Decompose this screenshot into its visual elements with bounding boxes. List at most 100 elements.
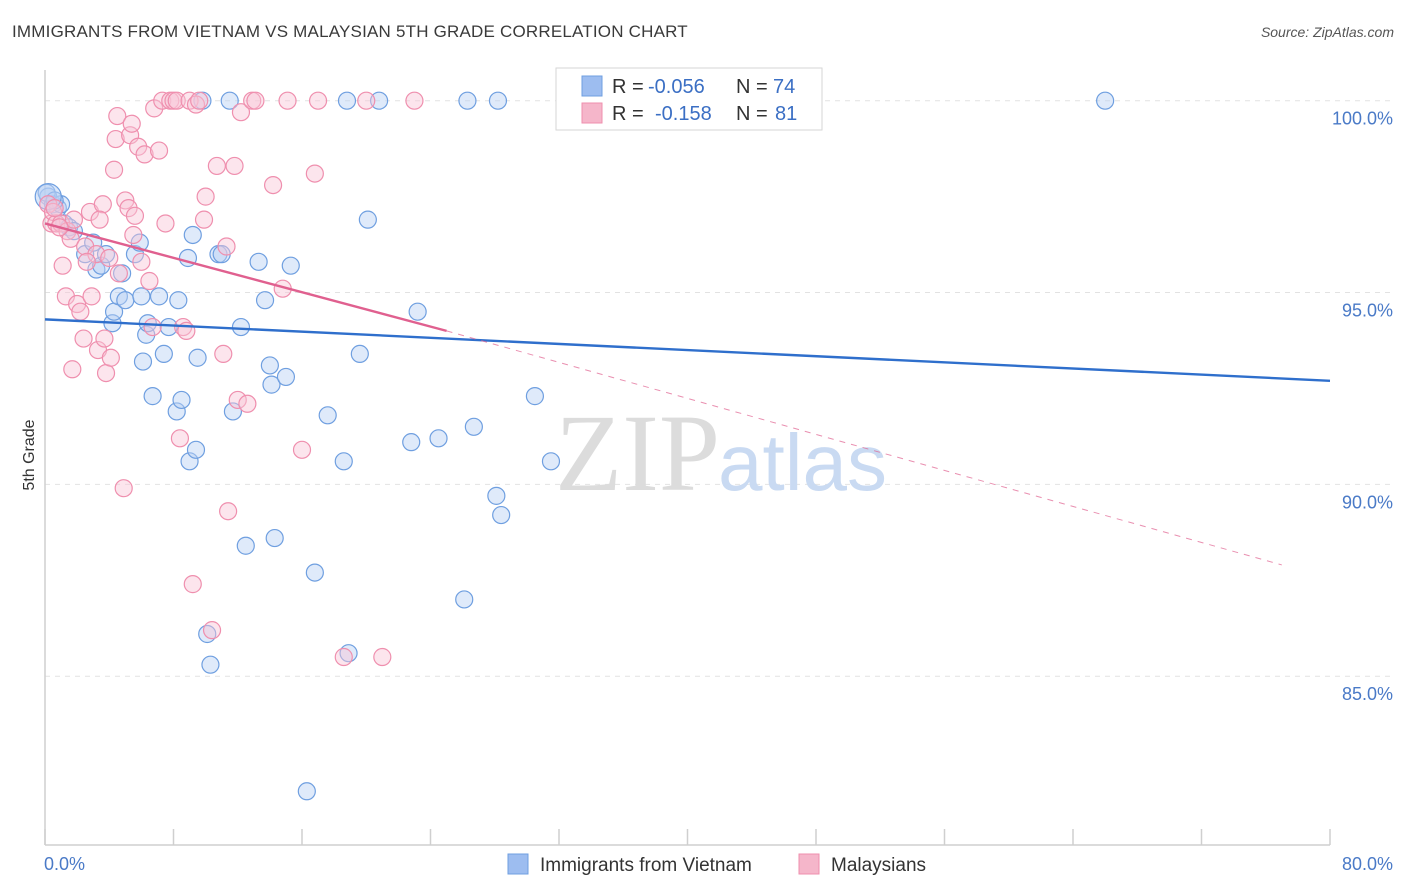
data-point (154, 344, 173, 364)
data-point (149, 287, 169, 306)
data-point (108, 106, 127, 126)
data-point (156, 214, 175, 233)
data-point (132, 287, 151, 306)
data-point (194, 210, 214, 229)
watermark-zip: ZIP (555, 392, 720, 514)
trend-lines (44, 222, 1331, 566)
data-point (132, 252, 151, 271)
data-point (202, 621, 222, 640)
data-point (305, 164, 324, 183)
data-point (292, 440, 312, 459)
data-point (172, 390, 191, 410)
data-point (357, 91, 376, 110)
data-point (101, 348, 120, 367)
data-point (74, 329, 93, 348)
data-point (82, 287, 101, 306)
data-point (334, 647, 353, 667)
data-point (358, 210, 377, 229)
data-point (541, 452, 561, 471)
data-point (276, 367, 296, 387)
data-point (487, 486, 506, 505)
data-point (170, 429, 190, 448)
legend-n-label: N = (736, 76, 768, 98)
data-point (350, 344, 369, 364)
data-point (143, 317, 162, 337)
legend-label-malaysians: Malaysians (831, 855, 926, 876)
data-point (159, 317, 178, 337)
data-point (180, 452, 199, 471)
data-point (149, 141, 169, 160)
data-point (305, 563, 324, 582)
trend-line (44, 222, 447, 333)
data-point (429, 429, 448, 448)
data-point (169, 291, 188, 310)
data-point (370, 91, 389, 110)
grid-lines (45, 100, 1390, 677)
data-point (231, 103, 251, 122)
correlation-legend: R = -0.056 N = 74 R = -0.158 N = 81 (555, 67, 823, 131)
data-point (246, 91, 265, 110)
data-point (281, 256, 300, 275)
data-point (96, 363, 116, 383)
data-point (188, 348, 207, 367)
data-point (223, 402, 243, 421)
data-point (373, 647, 392, 667)
legend-n-label: N = (736, 103, 768, 125)
legend-n-value: 81 (775, 103, 797, 125)
data-point (458, 91, 477, 110)
x-tick-label: 80.0% (1342, 854, 1393, 874)
data-point (104, 160, 124, 179)
data-point (93, 195, 112, 214)
data-point (405, 91, 424, 110)
data-point (116, 291, 135, 310)
data-point (402, 433, 421, 452)
x-tick-label: 0.0% (44, 854, 85, 874)
y-tick-label: 95.0% (1342, 301, 1393, 321)
data-point (95, 329, 114, 348)
data-point (125, 206, 145, 225)
legend-swatch-malaysians (798, 853, 820, 875)
data-point (1096, 91, 1115, 110)
series-malaysians-points (39, 91, 424, 667)
source-credit: Source: ZipAtlas.com (1260, 24, 1394, 40)
watermark-atlas: atlas (718, 418, 887, 507)
legend-swatch-vietnam (507, 853, 529, 875)
data-point (455, 590, 474, 609)
legend-r-label: R = (612, 103, 644, 125)
data-point (196, 187, 215, 206)
axes (44, 70, 1331, 846)
data-point (135, 145, 154, 164)
data-point (109, 264, 128, 283)
data-point (255, 291, 275, 310)
data-point (408, 302, 427, 321)
data-point (100, 248, 119, 268)
data-point (201, 655, 220, 674)
y-tick-label: 90.0% (1342, 492, 1393, 512)
chart-title: IMMIGRANTS FROM VIETNAM VS MALAYSIAN 5TH… (12, 22, 688, 41)
data-point (249, 252, 268, 271)
data-point (133, 352, 153, 371)
data-point (278, 91, 297, 110)
data-point (464, 417, 483, 436)
legend-r-value: -0.056 (648, 76, 705, 98)
data-point (64, 210, 84, 229)
data-point (262, 375, 281, 394)
data-point (263, 175, 283, 195)
data-point (214, 344, 233, 364)
data-point (318, 406, 337, 425)
data-point (186, 440, 206, 459)
data-point (219, 502, 238, 521)
y-axis-label: 5th Grade (21, 419, 38, 490)
data-point (143, 387, 162, 406)
data-point (90, 210, 109, 229)
data-point (183, 575, 202, 594)
data-point (207, 156, 226, 176)
data-point (265, 528, 284, 548)
data-point (106, 129, 125, 149)
watermark: ZIP atlas (555, 392, 887, 514)
legend-swatch-malaysians (581, 102, 603, 124)
y-tick-label: 100.0% (1332, 109, 1393, 129)
data-point (167, 91, 186, 110)
data-point (167, 402, 186, 421)
